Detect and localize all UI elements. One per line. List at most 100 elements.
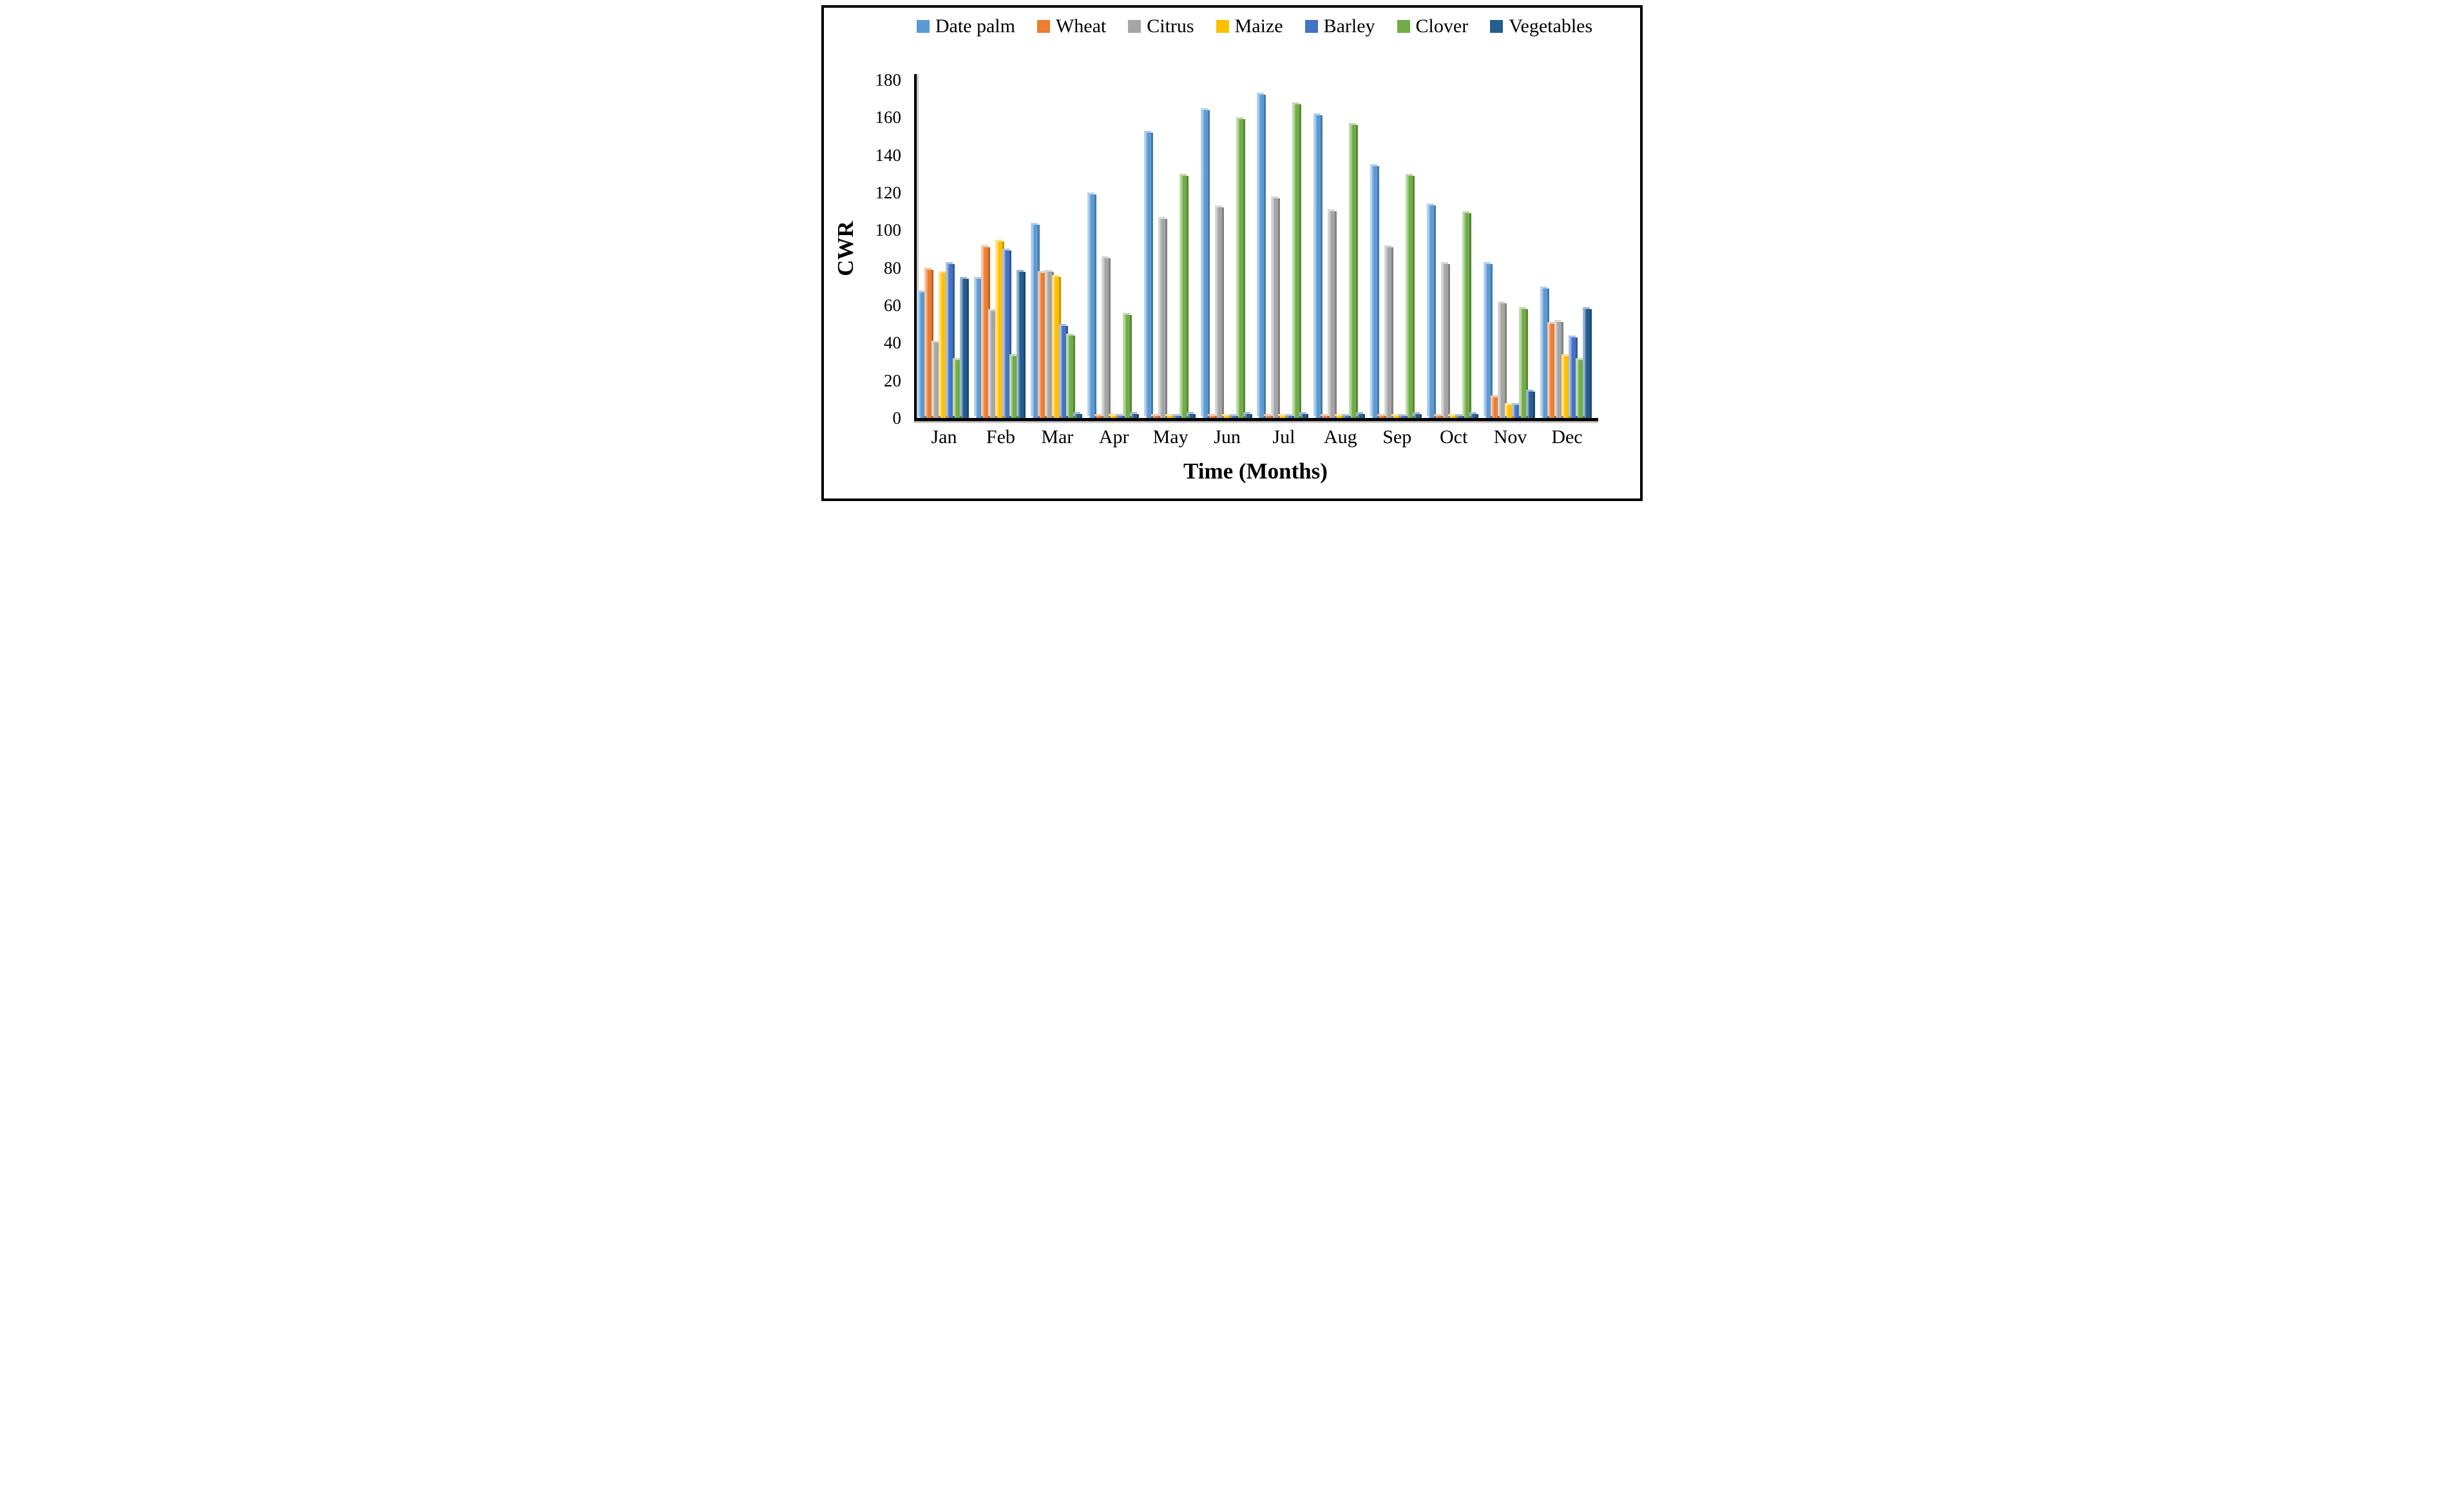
bar-wheat-aug (1323, 416, 1330, 418)
bar-date-palm-oct (1429, 205, 1437, 418)
bar-date-palm-may (1145, 132, 1153, 418)
legend-swatch-clover (1397, 20, 1410, 33)
bar-vegetables-jan (962, 279, 969, 418)
bar-date-palm-nov (1485, 263, 1493, 418)
bar-group-jan (919, 263, 969, 418)
y-axis-line (914, 74, 917, 421)
y-tick-120: 120 (875, 183, 902, 202)
month-label-feb: Feb (986, 426, 1015, 448)
bar-wheat-sep (1379, 416, 1387, 418)
bar-barley-nov (1514, 404, 1522, 418)
bar-maize-jan (941, 273, 948, 418)
month-label-mar: Mar (1041, 426, 1074, 448)
bar-clover-may (1181, 175, 1189, 418)
bar-barley-oct (1457, 416, 1465, 418)
bar-citrus-sep (1386, 247, 1394, 418)
y-tick-0: 0 (892, 408, 902, 428)
bar-barley-jan (948, 263, 955, 418)
bar-wheat-feb (982, 247, 990, 418)
legend-label-vegetables: Vegetables (1509, 15, 1593, 37)
bar-clover-apr (1124, 314, 1132, 418)
bar-barley-dec (1570, 337, 1578, 418)
bar-citrus-jun (1216, 207, 1224, 418)
bar-barley-jul (1287, 416, 1295, 418)
month-label-may: May (1152, 426, 1189, 448)
bar-clover-mar (1067, 335, 1075, 418)
legend-item-vegetables: Vegetables (1490, 17, 1592, 36)
legend-item-clover: Clover (1397, 15, 1469, 37)
bar-vegetables-jul (1301, 414, 1309, 418)
bar-citrus-jul (1273, 198, 1281, 418)
bar-wheat-jun (1209, 416, 1217, 418)
month-label-jun: Jun (1214, 426, 1241, 448)
bar-vegetables-nov (1528, 392, 1536, 418)
y-tick-180: 180 (875, 70, 902, 90)
bar-citrus-feb (989, 310, 997, 418)
bar-group-nov (1485, 263, 1536, 418)
legend-swatch-date-palm (916, 20, 930, 33)
bar-group-jul (1259, 95, 1309, 418)
bar-group-may (1145, 132, 1196, 418)
bar-group-apr (1089, 194, 1139, 418)
bar-clover-nov (1521, 308, 1529, 418)
bar-group-dec (1542, 288, 1592, 418)
bar-date-palm-apr (1089, 194, 1096, 418)
bar-citrus-dec (1556, 322, 1563, 418)
bar-barley-jun (1230, 416, 1238, 418)
bar-barley-aug (1344, 416, 1351, 418)
legend-item-barley: Barley (1304, 15, 1375, 37)
bar-vegetables-may (1188, 414, 1196, 418)
x-axis-line (914, 418, 1598, 421)
bar-maize-apr (1110, 416, 1118, 418)
bar-wheat-apr (1096, 416, 1103, 418)
bar-vegetables-dec (1584, 308, 1592, 418)
bar-group-jun (1202, 109, 1252, 418)
bar-wheat-jan (926, 269, 933, 418)
bar-citrus-nov (1500, 303, 1507, 418)
bar-vegetables-jun (1245, 414, 1252, 418)
y-tick-100: 100 (875, 220, 902, 240)
bar-barley-mar (1060, 326, 1068, 418)
month-label-jul: Jul (1272, 426, 1295, 448)
x-axis-title: Time (Months) (1183, 459, 1328, 484)
bar-date-palm-feb (975, 279, 983, 418)
y-tick-160: 160 (875, 108, 902, 128)
bar-clover-jul (1294, 104, 1302, 418)
legend-swatch-barley (1304, 20, 1318, 33)
month-label-aug: Aug (1324, 426, 1357, 448)
bar-maize-nov (1507, 404, 1514, 418)
bar-clover-oct (1464, 213, 1472, 418)
bar-vegetables-apr (1131, 414, 1139, 418)
legend-label-wheat: Wheat (1055, 15, 1107, 37)
bar-clover-sep (1408, 175, 1415, 418)
bar-date-palm-dec (1542, 288, 1549, 418)
bar-vegetables-mar (1074, 414, 1082, 418)
legend-item-wheat: Wheat (1036, 15, 1107, 37)
bar-date-palm-sep (1372, 166, 1380, 418)
legend-label-barley: Barley (1323, 15, 1375, 37)
bar-vegetables-feb (1018, 271, 1026, 418)
bar-wheat-oct (1436, 416, 1444, 418)
bar-maize-jul (1280, 416, 1288, 418)
bar-date-palm-mar (1032, 224, 1040, 418)
bar-maize-jun (1223, 416, 1231, 418)
bar-maize-mar (1053, 277, 1061, 418)
bar-vegetables-sep (1415, 414, 1422, 418)
bar-vegetables-oct (1471, 414, 1479, 418)
y-tick-80: 80 (884, 258, 901, 278)
plot-bars (919, 80, 1592, 418)
legend-label-clover: Clover (1415, 15, 1469, 37)
bar-group-mar (1032, 224, 1082, 418)
chart-legend: Date palm Wheat Citrus Maize Barley Clover Veg… (824, 17, 1640, 36)
bar-clover-feb (1011, 356, 1018, 418)
bar-date-palm-aug (1315, 115, 1323, 418)
bar-clover-jan (955, 359, 962, 418)
bar-clover-jun (1237, 119, 1245, 418)
bar-clover-aug (1351, 125, 1359, 418)
bar-citrus-mar (1046, 271, 1054, 418)
bar-group-oct (1429, 205, 1479, 418)
bar-date-palm-jul (1259, 95, 1266, 418)
bar-citrus-jan (933, 343, 941, 418)
bar-citrus-aug (1330, 211, 1337, 418)
bar-maize-aug (1337, 416, 1344, 418)
